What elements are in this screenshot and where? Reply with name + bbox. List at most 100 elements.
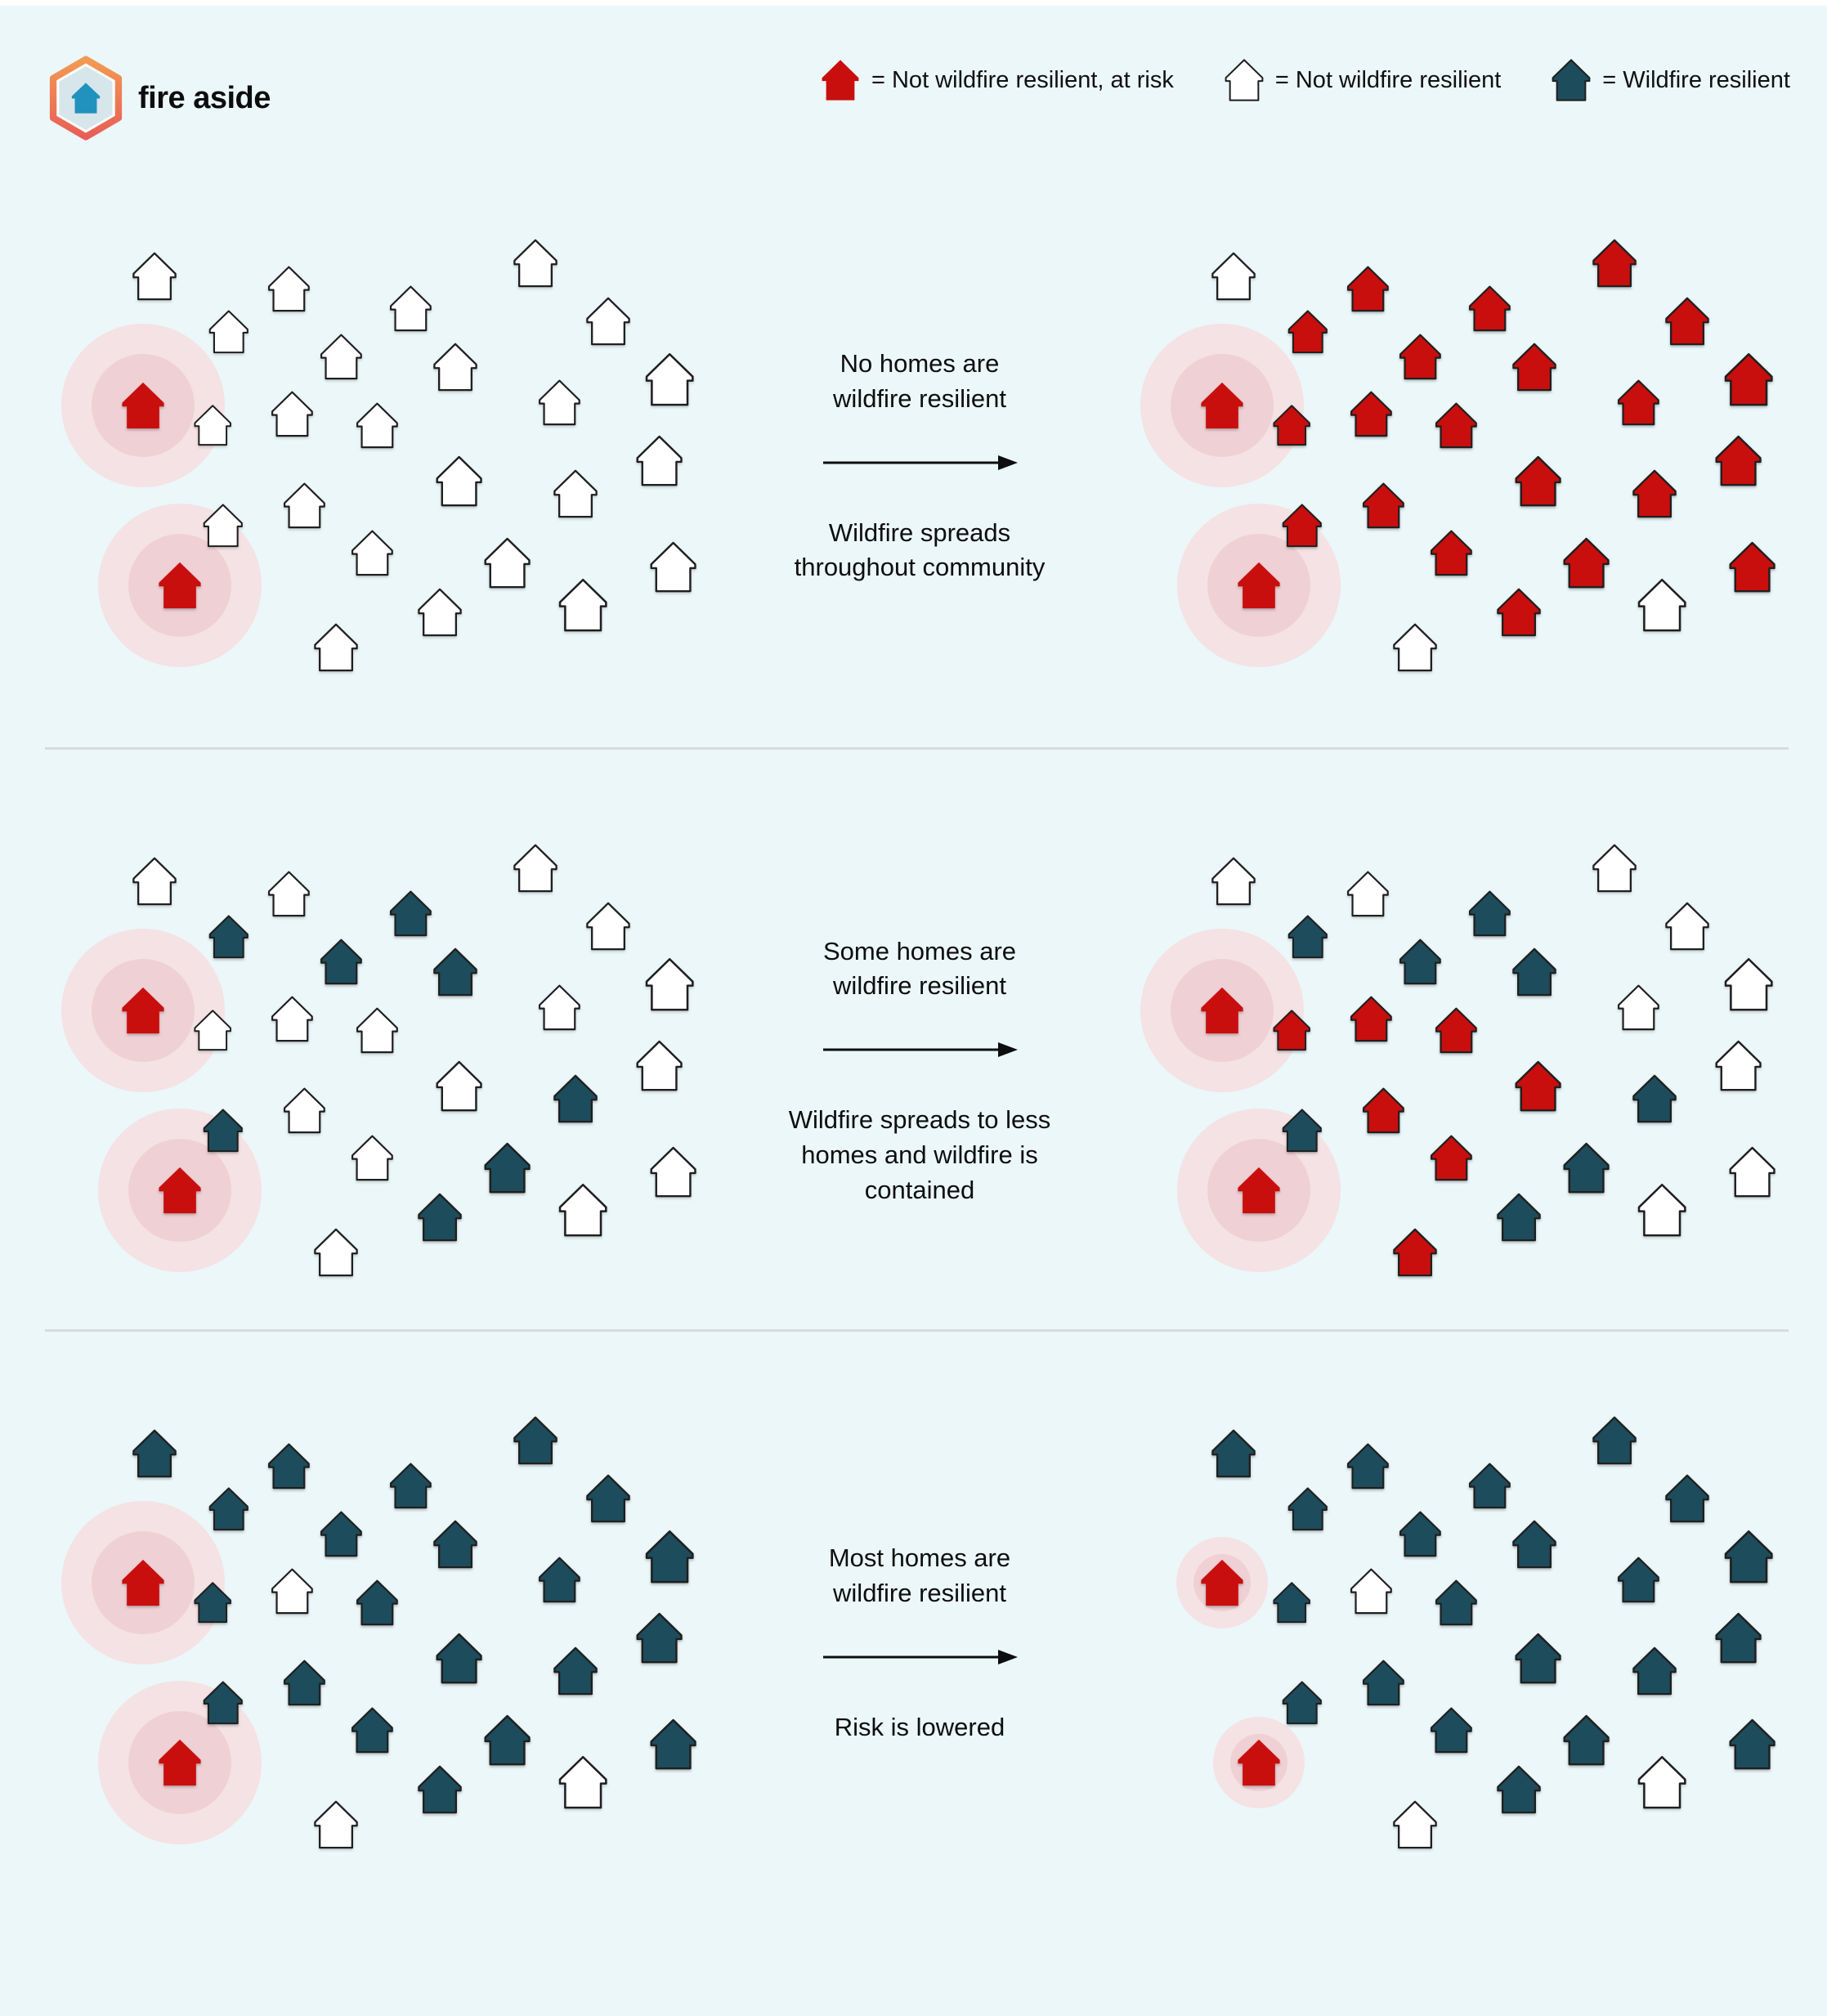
house-resilient [1511,1631,1565,1686]
house-resilient [1720,1528,1777,1585]
community-panel-before [49,213,744,719]
house-not-resilient [280,1086,329,1136]
community-panel-before [49,1390,744,1897]
house-resilient [1465,1461,1515,1511]
house-at-risk [154,1736,206,1789]
house-not-resilient [199,502,247,549]
house-resilient [199,1107,247,1154]
house-at-risk [117,379,169,432]
house-burning [1269,1008,1314,1052]
house-resilient [632,1611,687,1665]
house-not-resilient [1633,1181,1690,1239]
legend-label: = Not wildfire resilient, at risk [871,66,1174,93]
legend: = Not wildfire resilient, at risk = Not … [817,57,1790,103]
brand-logo: fire aside [47,56,271,141]
arrow-right-icon [822,1647,1018,1671]
house-not-resilient [280,481,329,531]
house-not-resilient [267,389,317,439]
house-resilient [414,1191,466,1243]
house-at-risk [1233,1736,1285,1789]
house-resilient [1493,1191,1545,1243]
house-burning [1508,341,1561,393]
house-resilient [535,1555,584,1605]
house-burning [1359,481,1408,531]
scenario-row-no-resilience: No homes are wildfire resilient Wildfire… [0,213,1827,719]
house-not-resilient [1207,250,1260,302]
house-resilient [641,1528,698,1585]
caption-bottom: Risk is lowered [834,1712,1005,1741]
house-not-resilient [1661,900,1713,952]
community-panel-before [49,818,744,1324]
caption-bottom: Wildfire spreads to less homes and wildf… [788,1105,1051,1204]
house-burning [1284,308,1332,356]
house-resilient [1628,1073,1681,1125]
house-resilient [1588,1414,1641,1467]
community-panel-after [1128,818,1823,1324]
house-not-resilient [509,842,562,894]
house-not-resilient [646,1145,701,1199]
house-not-resilient [582,900,634,952]
outline-house-icon [1221,57,1267,103]
house-resilient [352,1578,402,1628]
house-not-resilient [554,1181,611,1239]
house-resilient [1395,1509,1445,1559]
house-burning [1389,1226,1441,1279]
house-resilient [280,1658,329,1708]
house-not-resilient [432,1059,486,1113]
house-resilient [1614,1555,1664,1605]
house-resilient [386,1461,436,1511]
house-resilient [1508,1518,1561,1570]
top-strip [0,0,1827,6]
house-resilient [1284,913,1332,961]
house-burning [1661,295,1713,347]
house-not-resilient [347,1133,397,1183]
house-resilient [316,1509,366,1559]
house-burning [1511,1059,1565,1113]
house-not-resilient [641,956,698,1013]
house-resilient [190,1580,235,1624]
house-not-resilient [1633,576,1690,634]
house-resilient [549,1073,602,1125]
house-not-resilient [310,1799,362,1851]
house-not-resilient [386,284,436,334]
house-resilient [347,1705,397,1755]
scenario-row-most-resilience: Most homes are wildfire resilient Risk i… [0,1390,1827,1897]
house-resilient [582,1472,634,1525]
hexagon-logo-icon [49,56,123,141]
house-burning [1725,540,1780,594]
house-burning [1395,332,1445,382]
house-not-resilient [347,528,397,578]
red-house-icon [817,57,863,103]
house-not-resilient [535,983,584,1033]
house-not-resilient [582,295,634,347]
house-not-resilient [641,351,698,408]
row-caption-block: Most homes are wildfire resilient Risk i… [744,1390,1095,1897]
house-resilient [1395,937,1445,987]
house-burning [1278,502,1326,549]
legend-item-not-resilient: = Not wildfire resilient [1221,57,1501,103]
house-not-resilient [429,341,481,393]
house-not-resilient [414,586,466,638]
house-burning [1559,535,1614,590]
house-resilient [1725,1717,1780,1772]
house-at-risk [154,559,206,612]
house-resilient [1559,1140,1614,1195]
house-at-risk [117,984,169,1037]
house-resilient [429,946,481,998]
row-caption-block: No homes are wildfire resilient Wildfire… [744,213,1095,719]
house-burning [1359,1086,1408,1136]
house-not-resilient [549,468,602,520]
row-divider [45,747,1789,750]
house-at-risk [1233,559,1285,612]
house-not-resilient [632,1038,687,1093]
house-at-risk [1196,1557,1248,1609]
caption-top: Some homes are wildfire resilient [822,936,1017,1001]
house-not-resilient [1207,855,1260,907]
house-not-resilient [646,540,701,594]
house-burning [1511,454,1565,508]
house-not-resilient [316,332,366,382]
legend-label: = Wildfire resilient [1602,66,1790,93]
house-resilient [199,1679,247,1727]
house-not-resilient [352,401,402,450]
